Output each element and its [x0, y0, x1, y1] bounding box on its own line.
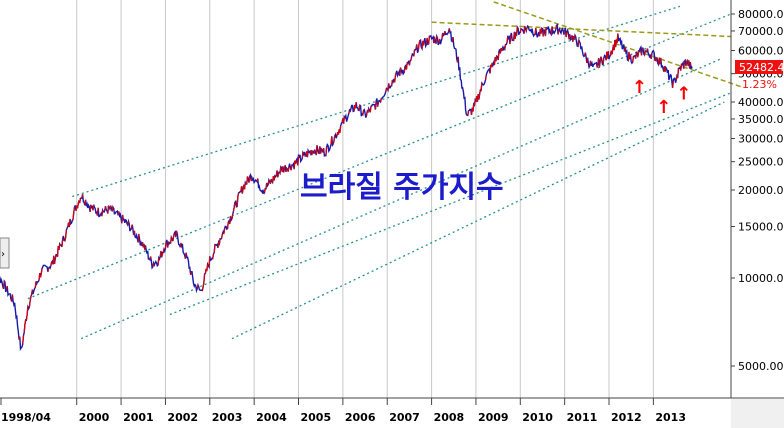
- channel-line: [231, 101, 725, 340]
- last-point: [689, 66, 693, 70]
- resistance-lines: [431, 1, 743, 88]
- x-tick-label: 2006: [345, 411, 376, 424]
- x-tick-label: 2007: [389, 411, 420, 424]
- x-tick-label: 2004: [256, 411, 287, 424]
- annotation-arrows: ↑↑↑: [632, 77, 691, 118]
- x-tick-label: 2000: [79, 411, 110, 424]
- svg-text:›: ›: [1, 249, 5, 260]
- last-change-label: 1.23%: [742, 78, 777, 91]
- x-tick-label: 2010: [522, 411, 553, 424]
- x-tick-label: 2001: [123, 411, 154, 424]
- x-tick-label: 2003: [212, 411, 243, 424]
- y-tick-label: 60000.00: [738, 45, 784, 58]
- annotation-arrow: ↑: [632, 77, 647, 98]
- annotation-arrow: ↑: [656, 97, 671, 118]
- x-tick-label: 2008: [434, 411, 465, 424]
- y-tick-label: 15000.00: [738, 221, 784, 234]
- x-tick-label: 2012: [611, 411, 642, 424]
- channel-line: [72, 5, 681, 198]
- trend-channel-lines: [27, 5, 732, 340]
- channel-line: [80, 58, 721, 340]
- y-tick-label: 5000.00: [738, 360, 784, 373]
- y-tick-label: 80000.00: [738, 8, 784, 21]
- scroll-left-button[interactable]: ›: [0, 237, 10, 269]
- price-series: [0, 23, 693, 352]
- x-tick-label: 2005: [301, 411, 332, 424]
- x-tick-label: 2002: [167, 411, 198, 424]
- x-tick-label: 2011: [567, 411, 598, 424]
- y-tick-label: 35000.00: [738, 113, 784, 126]
- x-axis-ticks: 1998/04 2000 2001 2002 2003 2004 2005 2006 2007 2…: [0, 398, 686, 424]
- x-tick-label: 2009: [478, 411, 509, 424]
- y-tick-label: 25000.00: [738, 156, 784, 169]
- last-value-label: 52482.49: [739, 61, 784, 74]
- y-tick-label: 20000.00: [738, 184, 784, 197]
- channel-line: [169, 92, 732, 316]
- y-tick-label: 30000.00: [738, 133, 784, 146]
- y-tick-label: 70000.00: [738, 25, 784, 38]
- resistance-line: [431, 21, 732, 38]
- x-tick-label: 2013: [655, 411, 686, 424]
- annotation-arrow: ↑: [676, 84, 691, 105]
- channel-line: [27, 13, 732, 300]
- chart-title: 브라질 주가지수: [300, 170, 504, 205]
- y-tick-label: 40000.00: [738, 96, 784, 109]
- resistance-line: [493, 1, 743, 88]
- vertical-grid: [76, 0, 654, 398]
- y-tick-label: 10000.00: [738, 272, 784, 285]
- x-tick-label: 1998/04: [1, 411, 51, 424]
- last-value-box: 52482.49 1.23%: [735, 60, 784, 91]
